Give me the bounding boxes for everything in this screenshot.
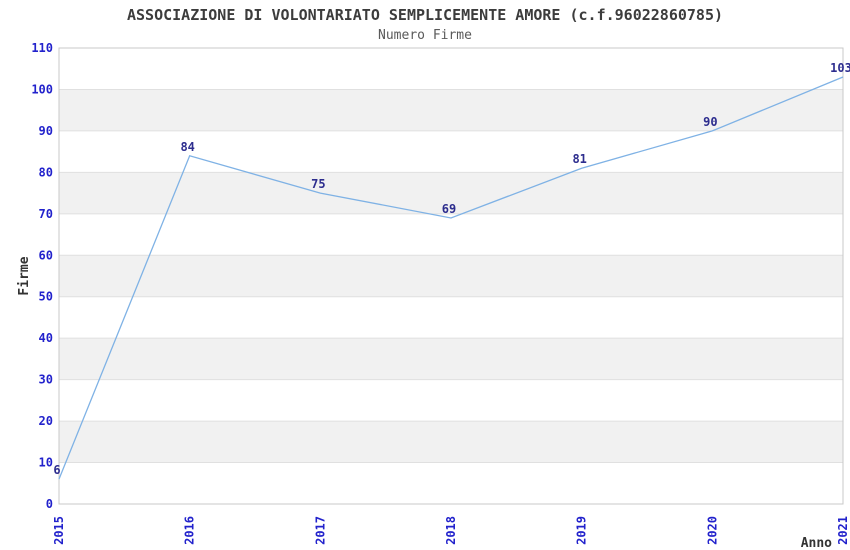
x-tick-label: 2016: [183, 516, 197, 545]
y-tick-label: 10: [39, 456, 53, 470]
x-tick-label: 2015: [52, 516, 66, 545]
x-tick-label: 2018: [444, 516, 458, 545]
data-label: 103: [830, 61, 850, 75]
y-tick-label: 30: [39, 373, 53, 387]
x-tick-label: 2020: [705, 516, 719, 545]
data-label: 84: [180, 140, 194, 154]
x-tick-label: 2017: [313, 516, 327, 545]
grid-band: [59, 421, 843, 463]
y-tick-label: 60: [39, 248, 53, 262]
x-tick-label: 2019: [575, 516, 589, 545]
chart-subtitle: Numero Firme: [378, 28, 472, 43]
y-tick-label: 100: [31, 82, 53, 96]
data-label: 6: [53, 463, 60, 477]
y-axis-title: Firme: [17, 256, 32, 295]
y-tick-label: 50: [39, 290, 53, 304]
grid-band: [59, 338, 843, 380]
grid-band: [59, 89, 843, 131]
y-tick-label: 80: [39, 165, 53, 179]
chart-layers: 0 10 20 30 40 50 60 70 80 90 100 110 2015 2016 2017 201…: [31, 41, 850, 545]
grid-band: [59, 172, 843, 214]
x-tick-label: 2021: [836, 516, 850, 545]
chart-title: ASSOCIAZIONE DI VOLONTARIATO SEMPLICEMEN…: [127, 6, 723, 24]
grid-band: [59, 255, 843, 297]
x-axis-title: Anno: [801, 536, 832, 550]
y-tick-label: 20: [39, 414, 53, 428]
y-tick-label: 90: [39, 124, 53, 138]
y-tick-label: 40: [39, 331, 53, 345]
data-label: 69: [442, 202, 456, 216]
plot-border: [58, 47, 844, 505]
y-tick-label: 0: [46, 497, 53, 511]
y-tick-label: 70: [39, 207, 53, 221]
data-label: 75: [311, 177, 325, 191]
y-tick-label: 110: [31, 41, 53, 55]
series-line: [58, 76, 844, 480]
data-label: 81: [572, 152, 586, 166]
data-label: 90: [703, 115, 717, 129]
